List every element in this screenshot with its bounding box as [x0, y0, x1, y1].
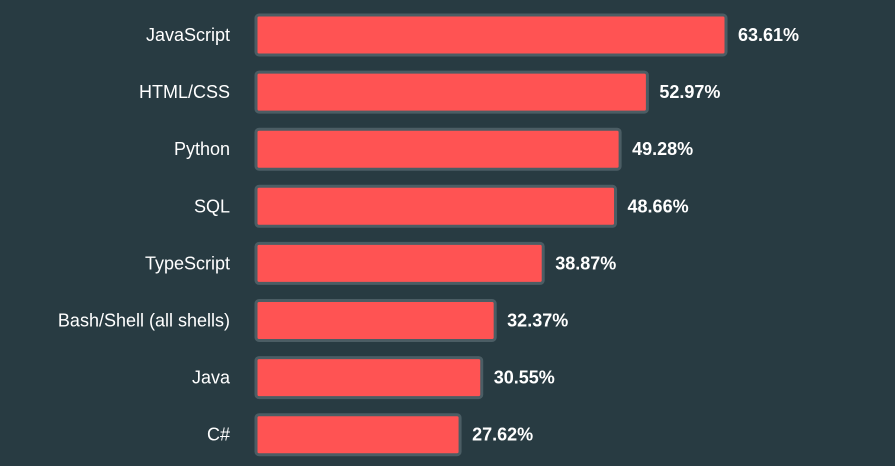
category-label: Python: [174, 139, 230, 159]
value-label: 48.66%: [628, 196, 689, 216]
value-label: 52.97%: [659, 82, 720, 102]
bar: [254, 413, 462, 457]
category-label: TypeScript: [145, 253, 230, 273]
value-label: 38.87%: [555, 253, 616, 273]
bar: [254, 127, 622, 171]
bar: [254, 13, 728, 57]
bar: [254, 299, 497, 342]
bar: [254, 241, 545, 285]
value-label: 63.61%: [738, 25, 799, 45]
category-label: SQL: [194, 196, 230, 216]
category-label: C#: [207, 425, 230, 445]
value-label: 30.55%: [494, 368, 555, 388]
value-label: 32.37%: [507, 311, 568, 331]
bar: [254, 356, 484, 400]
category-label: Bash/Shell (all shells): [58, 311, 230, 331]
category-label: JavaScript: [146, 25, 230, 45]
bar: [254, 184, 618, 228]
bar: [254, 70, 649, 114]
category-label: HTML/CSS: [139, 82, 230, 102]
value-label: 49.28%: [632, 139, 693, 159]
category-label: Java: [192, 368, 231, 388]
value-label: 27.62%: [472, 425, 533, 445]
